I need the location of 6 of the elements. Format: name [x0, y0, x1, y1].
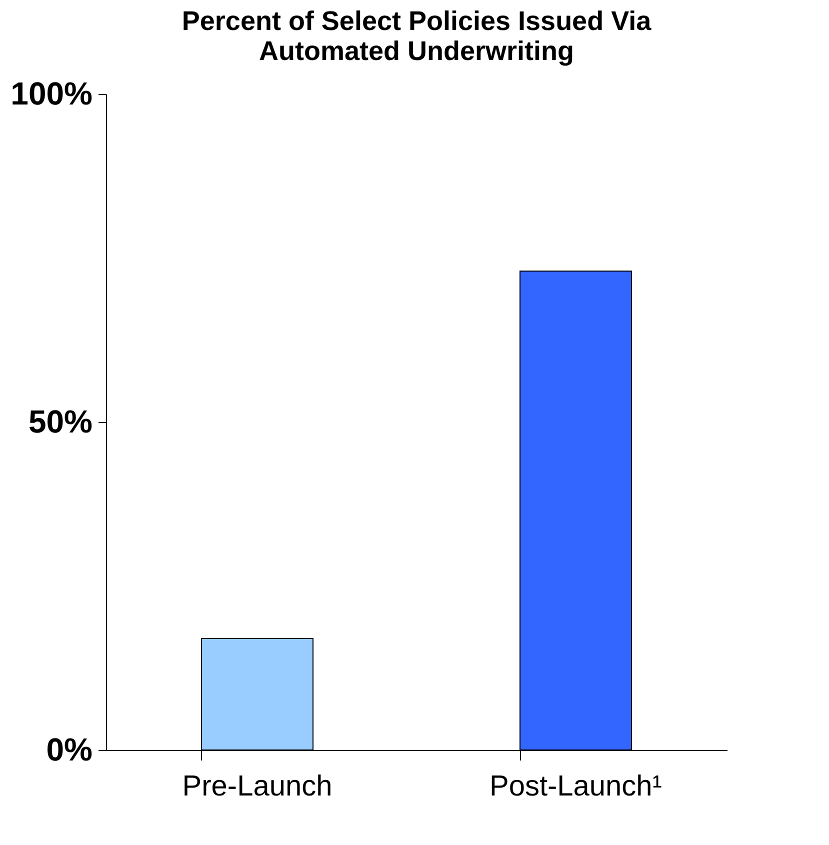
x-tick-label: Pre-Launch: [182, 770, 332, 802]
x-tick-label: Post-Launch¹: [489, 770, 662, 802]
y-tick-label: 0%: [46, 732, 92, 768]
y-tick-label: 100%: [10, 76, 92, 112]
chart-title: Percent of Select Policies Issued Via Automated Underwriting: [182, 6, 652, 66]
y-tick-label: 50%: [28, 404, 92, 440]
